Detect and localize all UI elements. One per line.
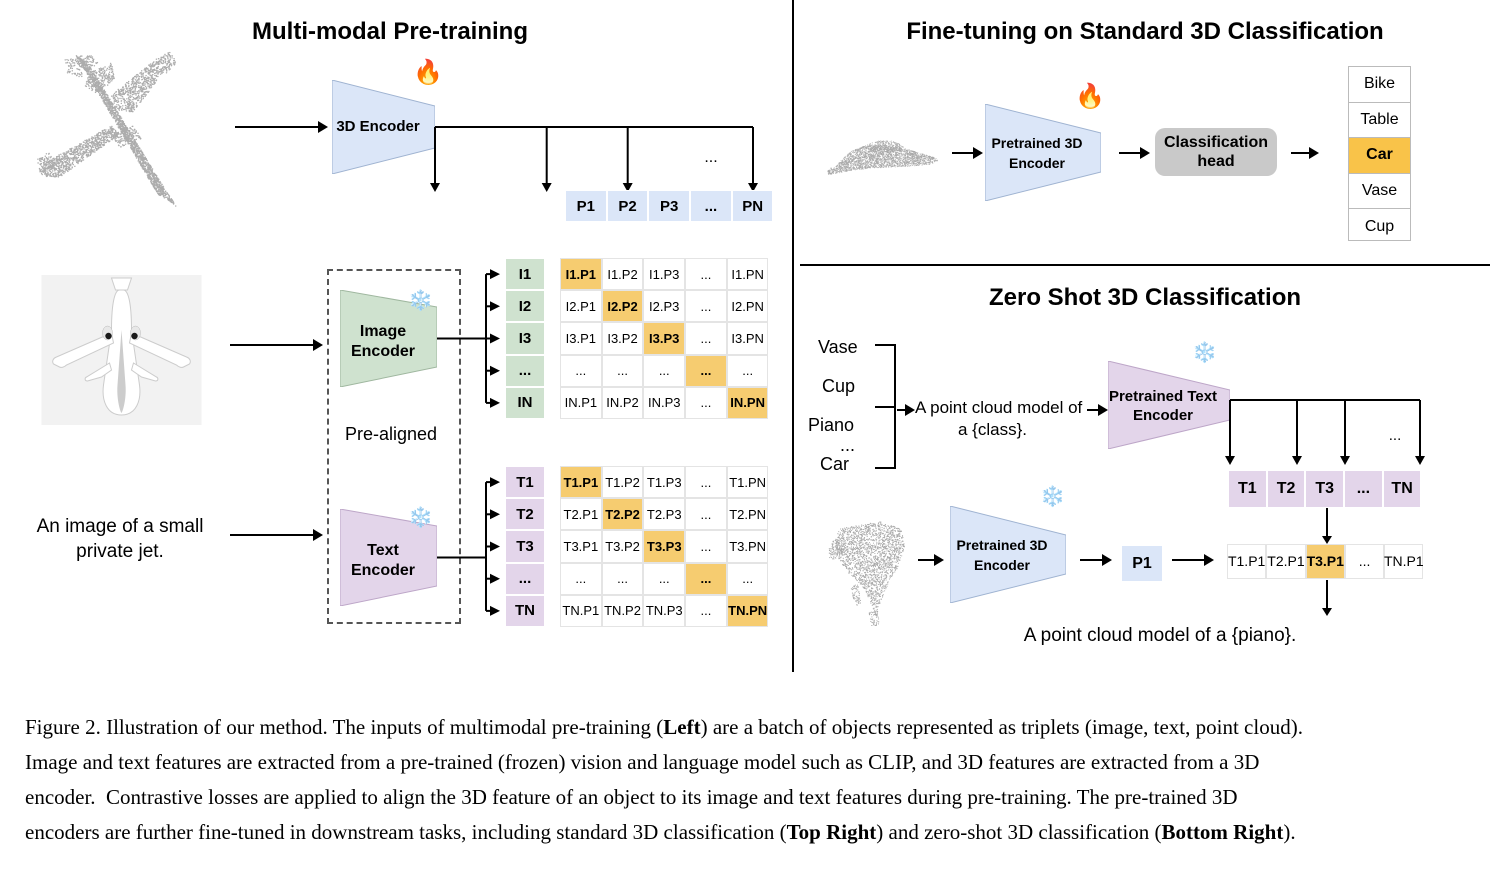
svg-text:Pretrained 3D: Pretrained 3D	[956, 537, 1047, 553]
svg-text:Pretrained 3D: Pretrained 3D	[991, 135, 1082, 151]
svg-text:3D Encoder: 3D Encoder	[336, 118, 420, 135]
svg-text:Encoder: Encoder	[351, 343, 415, 360]
svg-text:...: ...	[704, 149, 717, 166]
svg-text:Encoder: Encoder	[1009, 155, 1066, 171]
svg-text:Image: Image	[360, 323, 406, 340]
svg-text:Encoder: Encoder	[974, 557, 1031, 573]
svg-text:Pretrained Text: Pretrained Text	[1109, 388, 1217, 405]
svg-text:Encoder: Encoder	[351, 562, 415, 579]
svg-text:Encoder: Encoder	[1133, 407, 1193, 424]
svg-text:...: ...	[1389, 427, 1402, 444]
svg-text:Text: Text	[367, 542, 399, 559]
